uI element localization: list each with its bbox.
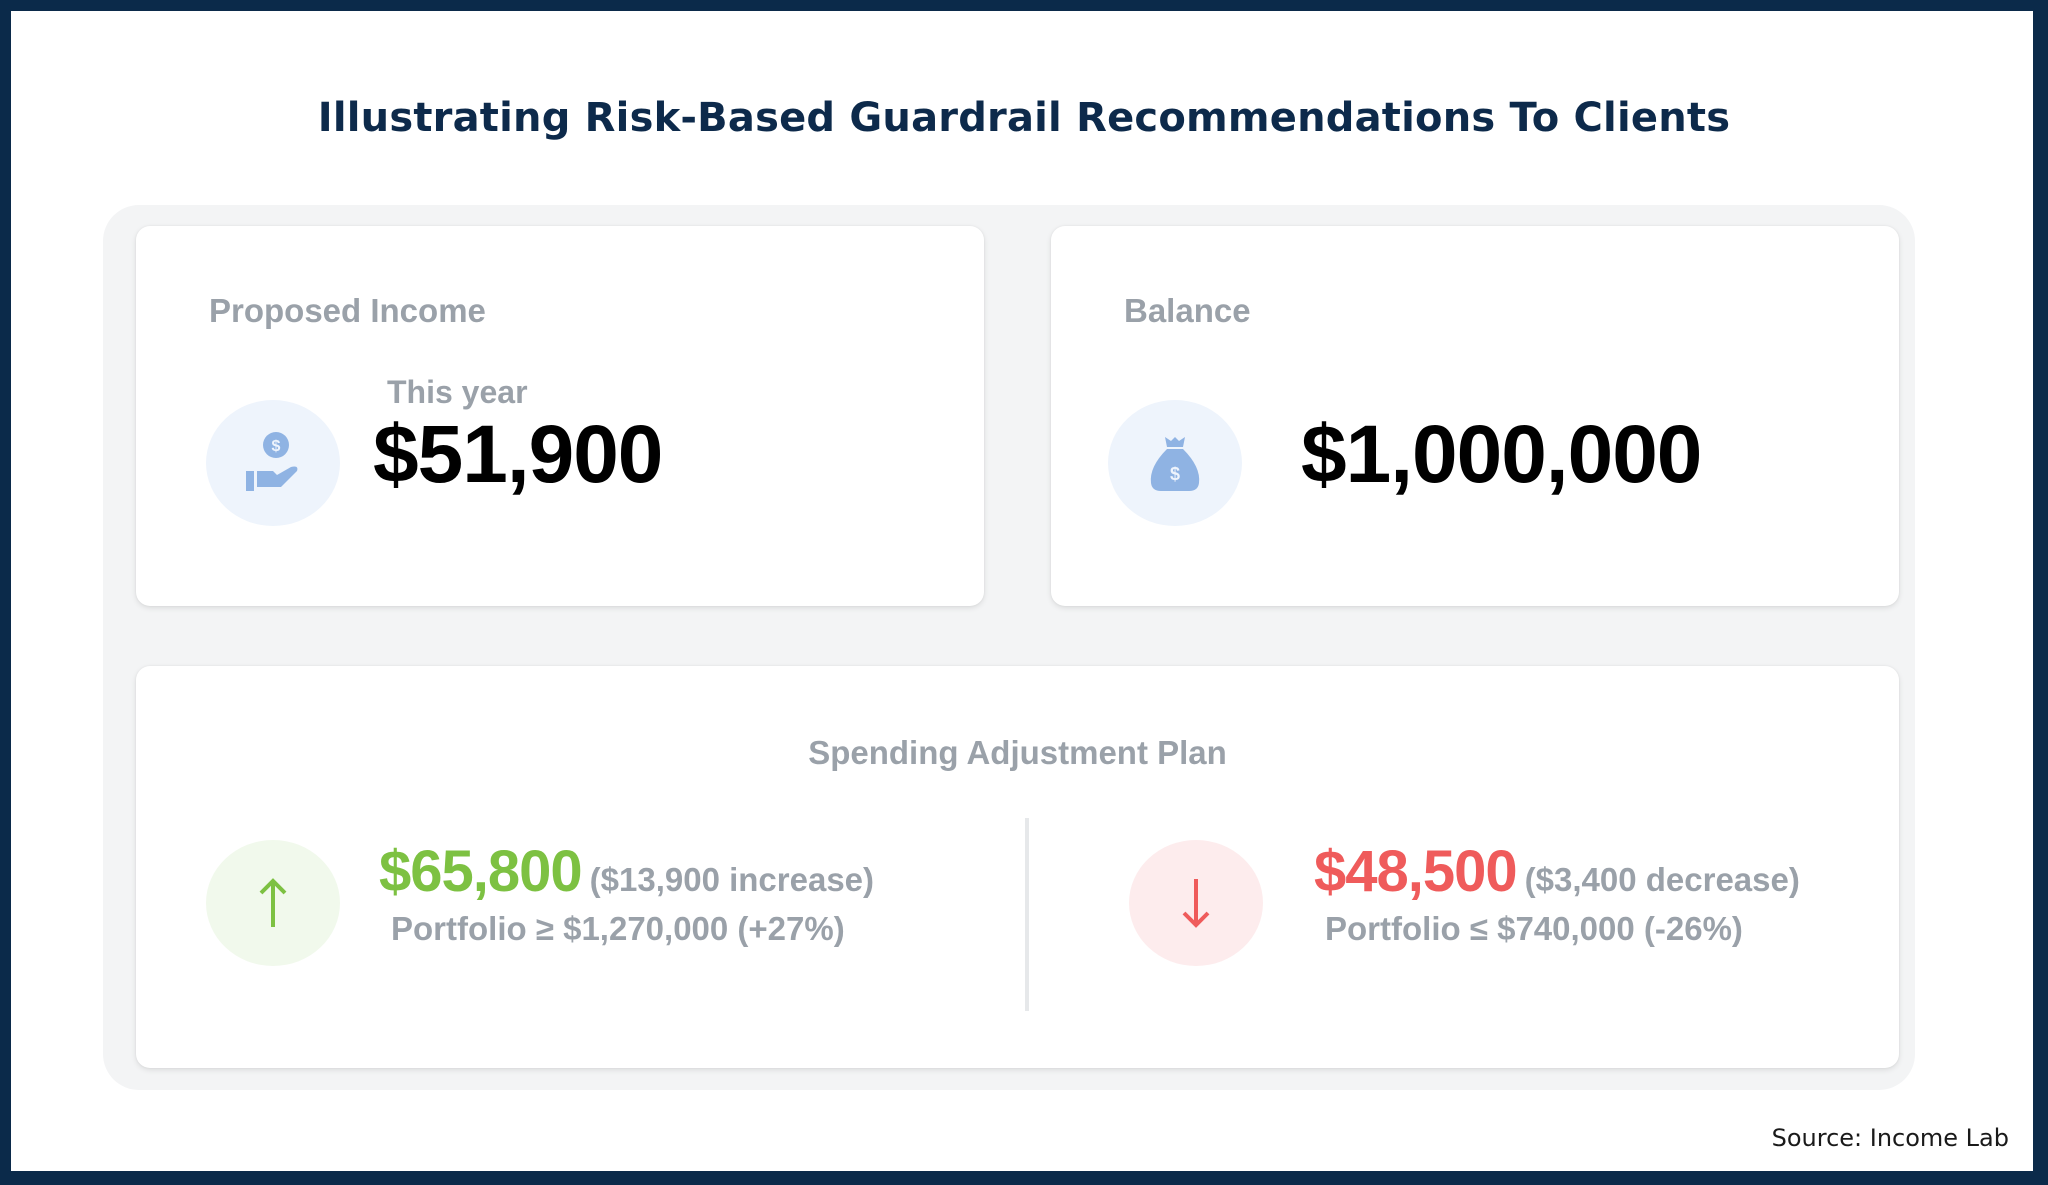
spending-plan-title: Spending Adjustment Plan [808,734,1227,771]
source-note: Source: Income Lab [1771,1124,2009,1152]
period-label: This year [387,374,528,410]
spending-plan-card: Spending Adjustment Plan $65,800 ($13,90… [136,666,1899,1068]
decrease-line: $48,500 ($3,400 decrease) [1314,838,1800,905]
decrease-change: ($3,400 decrease) [1524,861,1800,898]
increase-line: $65,800 ($13,900 increase) [379,838,874,905]
balance-value: $1,000,000 [1301,409,1702,500]
money-bag-icon: $ [1108,400,1242,526]
increase-amount: $65,800 [379,839,583,904]
decrease-condition: Portfolio ≤ $740,000 (-26%) [1325,910,1743,947]
increase-change: ($13,900 increase) [589,861,875,898]
hand-holding-dollar-icon: $ [206,400,340,526]
svg-text:$: $ [1170,464,1180,484]
arrow-down-icon [1129,840,1263,966]
svg-text:$: $ [272,438,281,455]
decrease-amount: $48,500 [1314,839,1518,904]
balance-label: Balance [1124,292,1251,329]
proposed-income-card: Proposed Income $ This year $51,900 [136,226,984,606]
plan-divider [1025,818,1029,1011]
arrow-up-icon [206,840,340,966]
increase-condition: Portfolio ≥ $1,270,000 (+27%) [391,910,845,947]
page-title: Illustrating Risk-Based Guardrail Recomm… [317,95,1731,141]
balance-card: Balance $ $1,000,000 [1051,226,1899,606]
proposed-income-value: $51,900 [373,409,663,500]
proposed-income-label: Proposed Income [209,292,486,329]
